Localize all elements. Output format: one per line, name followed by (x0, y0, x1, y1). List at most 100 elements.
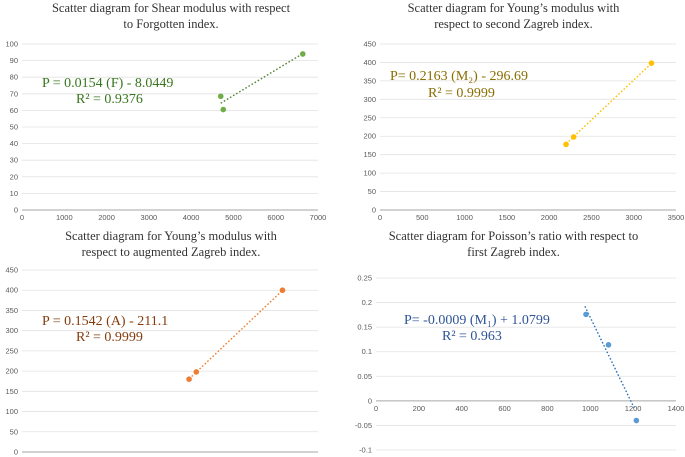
chart-title: Scatter diagram for Young’s modulus with… (342, 0, 685, 32)
y-tick-label: 0.2 (362, 298, 372, 307)
x-tick-label: 2000 (98, 213, 115, 222)
x-tick-label: 1000 (456, 213, 473, 222)
trendline-equation: P = 0.1542 (A) - 211.1 (42, 314, 168, 329)
x-tick-label: 1200 (625, 404, 642, 413)
x-tick-label: 500 (416, 213, 429, 222)
x-tick-label: 1000 (79, 455, 96, 457)
x-tick-label: 3000 (211, 455, 228, 457)
y-tick-label: 0.1 (362, 347, 372, 356)
x-tick-label: 0 (20, 213, 24, 222)
y-tick-label: 0 (14, 448, 18, 457)
y-tick-label: 70 (10, 89, 18, 98)
chart-title: Scatter diagram for Shear modulus with r… (0, 0, 342, 32)
y-tick-label: 150 (363, 150, 376, 159)
x-tick-label: 1500 (112, 455, 129, 457)
trendline-equation: P= -0.0009 (M₁) + 1.0799 (404, 313, 550, 328)
trendline-equation: P = 0.0154 (F) - 8.0449 (42, 76, 173, 91)
y-tick-label: 80 (10, 73, 18, 82)
x-tick-label: 3000 (625, 213, 642, 222)
y-tick-label: 30 (10, 156, 18, 165)
chart-title-line-1: Scatter diagram for Young’s modulus with (65, 229, 277, 243)
data-point (648, 60, 655, 66)
r-squared-label: R² = 0.9376 (76, 92, 143, 107)
y-tick-label: 400 (363, 58, 376, 67)
y-tick-label: 90 (10, 56, 18, 65)
y-tick-label: 250 (5, 346, 18, 355)
y-tick-label: 10 (10, 189, 18, 198)
x-tick-label: 0 (378, 213, 382, 222)
y-tick-label: 100 (5, 407, 18, 416)
y-tick-label: 100 (5, 40, 18, 49)
y-tick-label: 450 (363, 40, 376, 49)
x-tick-label: 800 (541, 404, 554, 413)
x-tick-label: 3500 (668, 213, 685, 222)
chart-title-line-1: Scatter diagram for Poisson’s ratio with… (388, 229, 639, 243)
data-point (570, 134, 577, 140)
trendline (188, 289, 283, 380)
x-tick-label: 4000 (183, 213, 200, 222)
x-tick-label: 500 (49, 455, 62, 457)
x-tick-label: 2500 (583, 213, 600, 222)
data-point (583, 311, 589, 318)
data-point (633, 417, 640, 424)
trendline (584, 306, 635, 409)
x-tick-label: 600 (498, 404, 511, 413)
chart-title-line-2: respect to augmented Zagreb index. (81, 245, 261, 259)
y-tick-label: -0.05 (355, 421, 372, 430)
x-tick-label: 1500 (499, 213, 516, 222)
scatter-plot: 0501001502002503003504004500500100015002… (5, 266, 327, 457)
x-tick-label: 2500 (178, 455, 195, 457)
chart-title-line-2: to Forgotten index. (123, 17, 219, 31)
x-tick-label: 1000 (582, 404, 599, 413)
y-tick-label: 200 (5, 367, 18, 376)
y-tick-label: 300 (363, 95, 376, 104)
chart-poisson-vs-first-zagreb: Scatter diagram for Poisson’s ratio with… (342, 228, 685, 457)
x-tick-label: 3500 (244, 455, 261, 457)
trendline-equation: P= 0.2163 (M₂) - 296.69 (390, 69, 528, 84)
y-tick-label: 100 (363, 169, 376, 178)
r-squared-label: R² = 0.9999 (76, 330, 143, 345)
x-tick-label: 0 (374, 404, 378, 413)
y-tick-label: 450 (5, 266, 18, 275)
y-tick-label: 0 (368, 396, 372, 405)
y-tick-label: 350 (363, 76, 376, 85)
y-tick-label: 50 (368, 187, 376, 196)
data-point (220, 106, 227, 113)
chart-young-vs-augmented-zagreb: Scatter diagram for Young’s modulus with… (0, 228, 342, 457)
x-tick-label: 1400 (668, 404, 685, 413)
x-tick-label: 200 (413, 404, 426, 413)
chart-title-line-1: Scatter diagram for Shear modulus with r… (51, 1, 291, 15)
data-point (193, 369, 200, 375)
chart-title-line-1: Scatter diagram for Young’s modulus with (407, 1, 620, 15)
y-tick-label: 0.05 (357, 372, 372, 381)
x-tick-label: 7000 (310, 213, 327, 222)
chart-shear-vs-forgotten: Scatter diagram for Shear modulus with r… (0, 0, 342, 228)
x-tick-label: 3000 (141, 213, 158, 222)
data-point (563, 141, 569, 148)
y-tick-label: 150 (5, 387, 18, 396)
y-tick-label: 0 (14, 206, 18, 215)
y-tick-label: 400 (5, 286, 18, 295)
x-tick-label: 2000 (541, 213, 558, 222)
x-tick-label: 5000 (225, 213, 242, 222)
y-tick-label: 250 (363, 113, 376, 122)
chart-title-line-2: first Zagreb index. (467, 245, 560, 259)
x-tick-label: 0 (20, 455, 24, 457)
x-tick-label: 1000 (56, 213, 73, 222)
trendline (220, 53, 304, 104)
y-tick-label: 350 (5, 306, 18, 315)
data-point (279, 287, 286, 294)
x-tick-label: 6000 (267, 213, 284, 222)
y-tick-label: 0 (372, 206, 376, 215)
data-point (217, 93, 224, 100)
chart-young-vs-second-zagreb: Scatter diagram for Young’s modulus with… (342, 0, 685, 228)
data-point (186, 376, 192, 382)
y-tick-label: -0.1 (359, 446, 372, 455)
chart-title: Scatter diagram for Poisson’s ratio with… (342, 228, 685, 260)
y-tick-label: 60 (10, 106, 18, 115)
y-tick-label: 50 (10, 427, 18, 436)
